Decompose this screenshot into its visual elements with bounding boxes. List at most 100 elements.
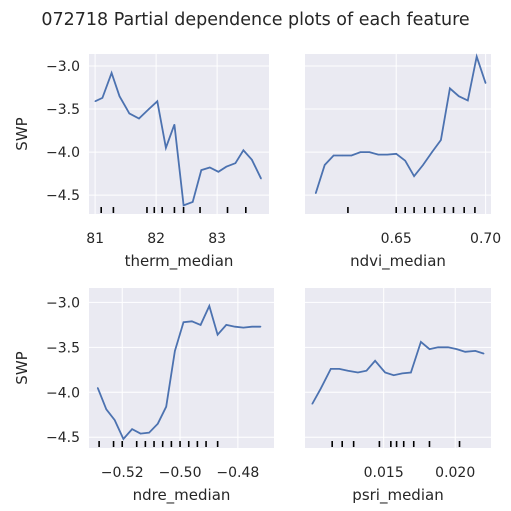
- data-point: [182, 321, 185, 323]
- data-point: [467, 99, 469, 102]
- data-point: [333, 154, 335, 157]
- x-axis-label: ndre_median: [133, 486, 231, 505]
- data-point: [97, 387, 99, 389]
- x-tick-label: 83: [208, 231, 226, 247]
- x-tick-label: −0.52: [101, 465, 144, 481]
- data-point: [440, 139, 442, 141]
- data-point: [118, 95, 121, 97]
- figure-title: 072718 Partial dependence plots of each …: [41, 10, 469, 30]
- plot-area: [305, 54, 491, 214]
- data-point: [139, 433, 142, 435]
- data-point: [324, 164, 326, 166]
- data-point: [447, 346, 449, 348]
- data-point: [311, 403, 313, 405]
- data-point: [341, 154, 344, 157]
- data-point: [242, 326, 244, 329]
- y-axis-label: SWP: [13, 351, 31, 384]
- x-tick-label: 0.70: [470, 231, 501, 247]
- data-point: [384, 371, 386, 374]
- data-point: [357, 371, 359, 374]
- data-point: [260, 326, 262, 328]
- data-point: [101, 97, 104, 99]
- data-point: [374, 360, 376, 362]
- data-point: [225, 166, 227, 168]
- data-point: [449, 87, 451, 90]
- data-point: [347, 370, 349, 372]
- subplot-4: 0.015 0.020 psri_median: [305, 288, 491, 505]
- data-point: [209, 166, 211, 169]
- x-tick-label: 0.020: [435, 465, 475, 481]
- data-point: [234, 162, 237, 164]
- y-tick-label: −4.0: [46, 145, 80, 161]
- data-point: [131, 428, 133, 430]
- subplot-grid: 81 82 83 −3.0 −3.5 −4.0 −4.5 therm_median SWP 0.6…: [13, 53, 501, 505]
- plot-area: [89, 54, 269, 214]
- data-point: [148, 108, 150, 110]
- data-point: [483, 353, 485, 355]
- data-point: [393, 374, 395, 376]
- data-point: [365, 370, 368, 372]
- pd-line: [311, 340, 485, 405]
- y-tick-label: −3.5: [46, 102, 80, 118]
- data-point: [401, 372, 403, 374]
- data-point: [105, 408, 107, 410]
- subplot-3: −0.52 −0.50 −0.48 −3.0 −3.5 −4.0 −4.5 ndre_medi…: [13, 288, 274, 505]
- y-tick-label: −4.5: [46, 430, 80, 446]
- x-axis-label: therm_median: [125, 252, 234, 271]
- plot-area: [89, 288, 274, 448]
- data-point: [422, 164, 424, 166]
- data-point: [315, 192, 317, 194]
- data-point: [128, 112, 130, 114]
- data-point: [476, 55, 478, 58]
- data-point: [251, 159, 253, 161]
- data-point: [174, 350, 176, 352]
- data-point: [368, 151, 370, 153]
- y-axis-label: SWP: [13, 117, 31, 150]
- data-point: [458, 95, 460, 97]
- subplot-2: 0.65 0.70 ndvi_median: [305, 53, 501, 271]
- data-point: [377, 154, 379, 156]
- data-point: [200, 169, 202, 171]
- data-point: [234, 326, 236, 328]
- y-tick-label: −3.5: [46, 340, 80, 356]
- data-point: [110, 72, 113, 74]
- y-tick-label: −3.0: [46, 295, 80, 311]
- data-point: [225, 324, 227, 326]
- data-point: [138, 117, 140, 120]
- data-point: [157, 423, 159, 425]
- y-tick-label: −3.0: [46, 59, 80, 75]
- data-point: [191, 320, 193, 322]
- data-point: [199, 324, 202, 326]
- data-point: [260, 178, 262, 180]
- pd-line: [94, 70, 262, 207]
- y-tick-label: −4.5: [46, 188, 80, 204]
- data-point: [122, 438, 124, 440]
- data-point: [485, 82, 487, 84]
- data-point: [148, 432, 150, 434]
- x-tick-label: 82: [147, 231, 165, 247]
- data-point: [431, 151, 433, 153]
- data-point: [165, 406, 167, 408]
- x-tick-label: 0.65: [381, 231, 412, 247]
- data-point: [114, 419, 116, 421]
- x-tick-label: −0.50: [159, 465, 202, 481]
- x-axis-label: ndvi_median: [350, 252, 446, 271]
- data-point: [320, 388, 322, 390]
- data-point: [330, 368, 332, 370]
- data-point: [437, 346, 439, 348]
- data-point: [251, 326, 253, 328]
- data-point: [464, 351, 466, 353]
- x-tick-label: 0.015: [364, 465, 404, 481]
- pd-line: [96, 303, 261, 441]
- data-point: [338, 368, 340, 370]
- data-point: [413, 175, 415, 177]
- data-point: [242, 149, 244, 151]
- x-tick-label: −0.48: [216, 465, 259, 481]
- data-point: [386, 154, 388, 156]
- data-point: [208, 305, 210, 307]
- data-point: [359, 151, 362, 153]
- data-point: [217, 334, 219, 336]
- pd-line: [314, 53, 487, 194]
- data-point: [192, 201, 194, 203]
